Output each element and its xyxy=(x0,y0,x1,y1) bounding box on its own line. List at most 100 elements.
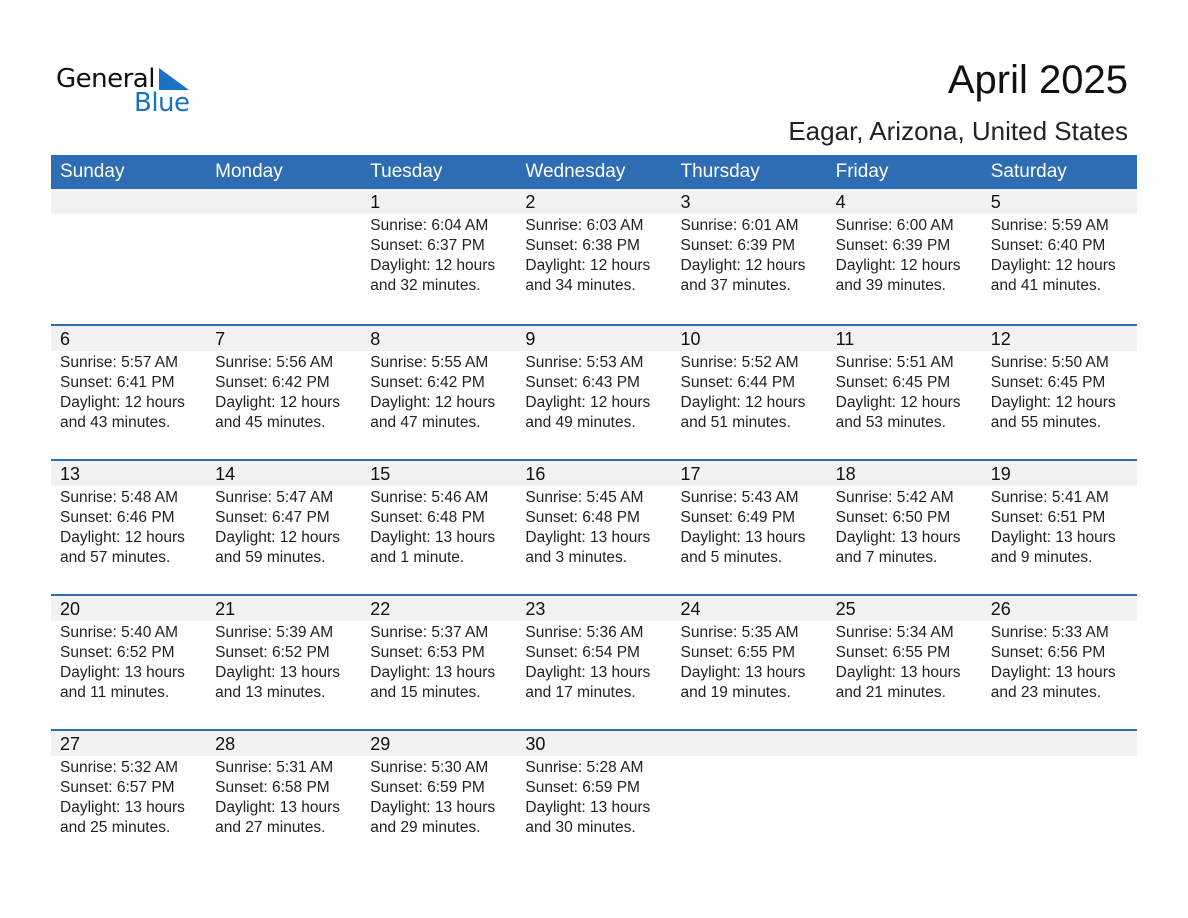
sunset-text: Sunset: 6:56 PM xyxy=(990,644,1106,661)
day-number-band xyxy=(51,461,1137,486)
day-cell: 16 Sunrise: 5:45 AM Sunset: 6:48 PM Dayligh… xyxy=(516,461,671,568)
day-cell: 3 Sunrise: 6:01 AM Sunset: 6:39 PM Daylight… xyxy=(672,189,827,296)
daylight-minutes-text: and 34 minutes. xyxy=(525,277,636,294)
daylight-minutes-text: and 15 minutes. xyxy=(370,684,481,701)
sunset-text: Sunset: 6:58 PM xyxy=(215,779,330,796)
sunrise-text: Sunrise: 5:33 AM xyxy=(990,624,1109,641)
daylight-minutes-text: and 17 minutes. xyxy=(525,684,636,701)
daylight-minutes-text: and 43 minutes. xyxy=(60,414,171,431)
day-number: 22 xyxy=(370,599,391,619)
day-cell: 27 Sunrise: 5:32 AM Sunset: 6:57 PM Dayligh… xyxy=(51,731,206,838)
sunrise-text: Sunrise: 5:51 AM xyxy=(835,354,954,371)
daylight-text: Daylight: 12 hours xyxy=(525,394,651,411)
sunset-text: Sunset: 6:45 PM xyxy=(990,374,1106,391)
daylight-text: Daylight: 13 hours xyxy=(370,529,496,546)
daylight-text: Daylight: 12 hours xyxy=(990,257,1116,274)
sunset-text: Sunset: 6:44 PM xyxy=(680,374,796,391)
day-cell: 10 Sunrise: 5:52 AM Sunset: 6:44 PM Dayligh… xyxy=(672,326,827,433)
day-number-band xyxy=(51,596,1137,621)
sunset-text: Sunset: 6:57 PM xyxy=(60,779,175,796)
day-cell: 30 Sunrise: 5:28 AM Sunset: 6:59 PM Dayligh… xyxy=(516,731,671,838)
weekday-sunday: Sunday xyxy=(60,161,125,182)
sunset-text: Sunset: 6:52 PM xyxy=(215,644,330,661)
sunset-text: Sunset: 6:51 PM xyxy=(990,509,1106,526)
sunrise-text: Sunrise: 5:52 AM xyxy=(680,354,799,371)
sunrise-text: Sunrise: 6:03 AM xyxy=(525,217,644,234)
weekday-tuesday: Tuesday xyxy=(370,161,443,182)
daylight-text: Daylight: 12 hours xyxy=(60,529,185,546)
sunrise-text: Sunrise: 5:28 AM xyxy=(525,759,644,776)
sunrise-text: Sunrise: 5:47 AM xyxy=(215,489,334,506)
sunrise-text: Sunrise: 5:43 AM xyxy=(680,489,799,506)
sunrise-text: Sunrise: 5:31 AM xyxy=(215,759,334,776)
daylight-minutes-text: and 55 minutes. xyxy=(990,414,1102,431)
daylight-text: Daylight: 13 hours xyxy=(60,664,185,681)
weekday-header: Sunday Monday Tuesday Wednesday Thursday Frid… xyxy=(51,155,1137,189)
empty-day-cell xyxy=(206,189,361,296)
week-days: 27 Sunrise: 5:32 AM Sunset: 6:57 PM Dayligh… xyxy=(51,731,1137,838)
daylight-minutes-text: and 13 minutes. xyxy=(215,684,326,701)
empty-day-cell xyxy=(827,731,982,838)
daylight-minutes-text: and 53 minutes. xyxy=(835,414,946,431)
empty-day-cell xyxy=(672,731,827,838)
day-number: 9 xyxy=(525,329,536,349)
sunset-text: Sunset: 6:42 PM xyxy=(215,374,330,391)
calendar-weeks: 1 Sunrise: 6:04 AM Sunset: 6:37 PM Daylight… xyxy=(51,189,1137,864)
day-number: 4 xyxy=(835,192,846,212)
daylight-minutes-text: and 59 minutes. xyxy=(215,549,326,566)
daylight-text: Daylight: 13 hours xyxy=(525,799,651,816)
daylight-text: Daylight: 13 hours xyxy=(990,664,1116,681)
location-subtitle: Eagar, Arizona, United States xyxy=(788,116,1128,146)
daylight-text: Daylight: 12 hours xyxy=(215,529,341,546)
sunrise-text: Sunrise: 5:56 AM xyxy=(215,354,334,371)
generalblue-logo: General Blue xyxy=(56,64,196,120)
daylight-minutes-text: and 47 minutes. xyxy=(370,414,481,431)
daylight-text: Daylight: 12 hours xyxy=(215,394,341,411)
sunset-text: Sunset: 6:55 PM xyxy=(680,644,796,661)
daylight-minutes-text: and 45 minutes. xyxy=(215,414,326,431)
page-title: April 2025 xyxy=(947,58,1128,102)
sunset-text: Sunset: 6:50 PM xyxy=(835,509,951,526)
daylight-text: Daylight: 13 hours xyxy=(680,529,806,546)
day-cell: 11 Sunrise: 5:51 AM Sunset: 6:45 PM Dayligh… xyxy=(827,326,982,433)
day-cell: 22 Sunrise: 5:37 AM Sunset: 6:53 PM Dayligh… xyxy=(361,596,516,703)
sunrise-text: Sunrise: 5:57 AM xyxy=(60,354,179,371)
daylight-text: Daylight: 12 hours xyxy=(60,394,185,411)
daylight-text: Daylight: 12 hours xyxy=(990,394,1116,411)
daylight-minutes-text: and 27 minutes. xyxy=(215,819,326,836)
day-number: 2 xyxy=(525,192,536,212)
weekday-wednesday: Wednesday xyxy=(525,161,626,182)
sunset-text: Sunset: 6:42 PM xyxy=(370,374,485,391)
day-number: 26 xyxy=(990,599,1011,619)
day-cell: 8 Sunrise: 5:55 AM Sunset: 6:42 PM Daylight… xyxy=(361,326,516,433)
sunset-text: Sunset: 6:52 PM xyxy=(60,644,175,661)
weekday-saturday: Saturday xyxy=(990,161,1067,182)
daylight-minutes-text: and 25 minutes. xyxy=(60,819,171,836)
daylight-minutes-text: and 57 minutes. xyxy=(60,549,171,566)
day-number: 12 xyxy=(990,329,1011,349)
logo-text-general: General xyxy=(56,64,155,94)
day-cell: 17 Sunrise: 5:43 AM Sunset: 6:49 PM Dayligh… xyxy=(672,461,827,568)
sunrise-text: Sunrise: 5:41 AM xyxy=(990,489,1109,506)
day-number: 23 xyxy=(525,599,546,619)
daylight-text: Daylight: 12 hours xyxy=(370,257,496,274)
week-days: 1 Sunrise: 6:04 AM Sunset: 6:37 PM Daylight… xyxy=(51,189,1137,296)
sunrise-text: Sunrise: 6:01 AM xyxy=(680,217,799,234)
day-number: 8 xyxy=(370,329,381,349)
sunrise-text: Sunrise: 5:46 AM xyxy=(370,489,489,506)
day-cell: 15 Sunrise: 5:46 AM Sunset: 6:48 PM Dayligh… xyxy=(361,461,516,568)
day-cell: 14 Sunrise: 5:47 AM Sunset: 6:47 PM Dayligh… xyxy=(206,461,361,568)
day-cell: 23 Sunrise: 5:36 AM Sunset: 6:54 PM Dayligh… xyxy=(516,596,671,703)
day-number: 6 xyxy=(60,329,71,349)
sunset-text: Sunset: 6:48 PM xyxy=(370,509,485,526)
daylight-text: Daylight: 13 hours xyxy=(835,529,961,546)
daylight-text: Daylight: 13 hours xyxy=(525,529,651,546)
weekday-thursday: Thursday xyxy=(680,161,760,182)
sunset-text: Sunset: 6:38 PM xyxy=(525,237,640,254)
daylight-text: Daylight: 12 hours xyxy=(835,257,961,274)
daylight-text: Daylight: 13 hours xyxy=(215,799,341,816)
day-cell: 6 Sunrise: 5:57 AM Sunset: 6:41 PM Daylight… xyxy=(51,326,206,433)
daylight-minutes-text: and 49 minutes. xyxy=(525,414,636,431)
sunrise-text: Sunrise: 5:35 AM xyxy=(680,624,799,641)
daylight-minutes-text: and 1 minute. xyxy=(370,549,465,566)
